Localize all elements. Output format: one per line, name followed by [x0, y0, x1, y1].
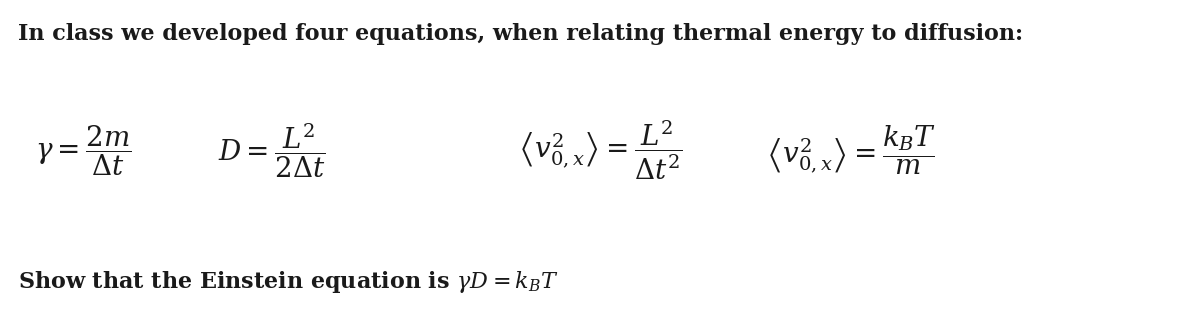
Text: $\left\langle v_{0,x}^{2} \right\rangle = \dfrac{k_B T}{m}$: $\left\langle v_{0,x}^{2} \right\rangle …	[766, 124, 935, 177]
Text: Show that the Einstein equation is $\gamma D = k_B T$: Show that the Einstein equation is $\gam…	[18, 269, 558, 295]
Text: In class we developed four equations, when relating thermal energy to diffusion:: In class we developed four equations, wh…	[18, 23, 1023, 45]
Text: $\gamma = \dfrac{2m}{\Delta t}$: $\gamma = \dfrac{2m}{\Delta t}$	[35, 124, 132, 178]
Text: $\left\langle v_{0,x}^{2} \right\rangle = \dfrac{L^2}{\Delta t^2}$: $\left\langle v_{0,x}^{2} \right\rangle …	[518, 119, 682, 182]
Text: $D = \dfrac{L^2}{2\Delta t}$: $D = \dfrac{L^2}{2\Delta t}$	[218, 121, 325, 180]
